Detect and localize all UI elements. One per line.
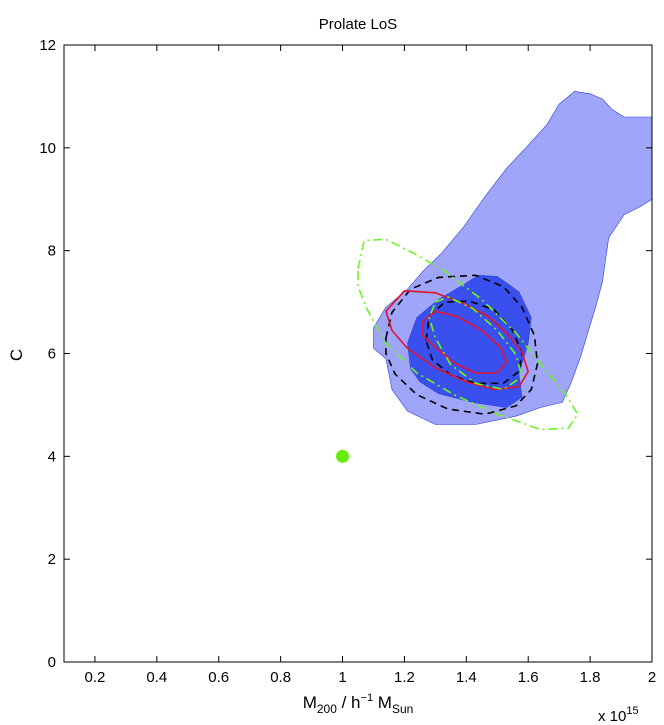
x-tick-label: 1.6 (518, 669, 539, 686)
x-tick-label: 1.2 (394, 669, 415, 686)
y-axis-ticks: 0 2 4 6 8 10 12 (39, 37, 652, 671)
x-tick-label: 0.2 (85, 669, 106, 686)
plot-area (336, 90, 652, 463)
x-tick-label: 1.4 (456, 669, 477, 686)
x-tick-label: 1 (338, 669, 346, 686)
fiducial-marker (336, 449, 350, 463)
y-tick-label: 12 (39, 37, 56, 54)
y-tick-label: 0 (48, 654, 56, 671)
x-tick-label: 0.6 (208, 669, 229, 686)
y-tick-label: 4 (48, 448, 56, 465)
x-axis-label: M200 / h−1 MSun (303, 692, 414, 716)
black-dashed-contour-outer (385, 274, 539, 415)
green-dashdot-contour-inner (428, 296, 523, 391)
y-tick-label: 10 (39, 140, 56, 157)
y-tick-label: 6 (48, 346, 56, 363)
x-axis-multiplier: x 1015 (598, 705, 639, 725)
y-axis-label: C (7, 349, 26, 361)
y-tick-label: 2 (48, 551, 56, 568)
x-axis-ticks: 0.2 0.4 0.6 0.8 1 1.2 1.4 1.6 1.8 2 (85, 45, 656, 686)
red-solid-contour-inner (422, 310, 508, 374)
x-tick-label: 0.8 (270, 669, 291, 686)
red-solid-contour-outer (385, 290, 529, 391)
green-dashdot-contour-outer (357, 238, 579, 431)
x-tick-label: 0.4 (146, 669, 167, 686)
x-tick-label: 1.8 (580, 669, 601, 686)
chart-title: Prolate LoS (319, 16, 397, 33)
y-tick-label: 8 (48, 243, 56, 260)
x-tick-label: 2 (648, 669, 656, 686)
